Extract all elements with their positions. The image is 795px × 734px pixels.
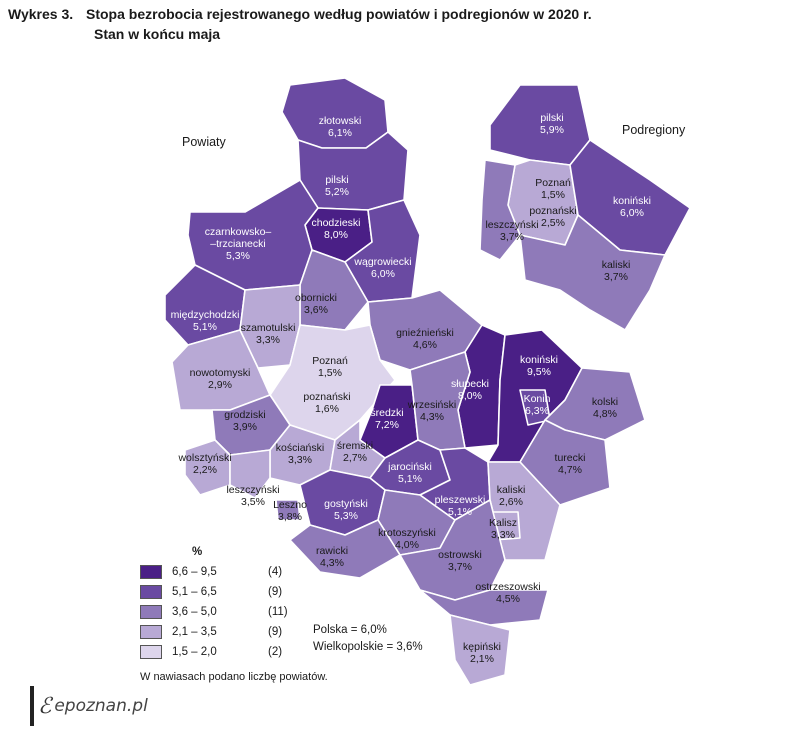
region-nowotomyski (171, 329, 271, 411)
podregiony-heading: Podregiony (622, 123, 686, 137)
subregion-kaliski (519, 214, 666, 331)
powiat-label-19: kościański 3,3% (276, 442, 324, 466)
legend-swatch-0 (140, 565, 162, 579)
legend-item-0: 6,6 – 9,5 (4) (140, 564, 282, 580)
logo-text: epoznan.pl (54, 696, 148, 716)
powiat-label-3: czarnkowsko– –trzcianecki 5,3% (205, 226, 272, 262)
powiat-label-26: gostyński 5,3% (324, 498, 368, 522)
legend-swatch-2 (140, 605, 162, 619)
powiat-label-8: gnieźnieński 4,6% (396, 327, 454, 351)
legend-unit: % (192, 546, 203, 558)
podregion-label-2: poznański 2,5% (529, 205, 576, 229)
footnote: W nawiasach podano liczbę powiatów. (140, 671, 328, 683)
powiat-label-22: jarociński 5,1% (387, 461, 432, 485)
powiat-label-34: kępiński 2,1% (463, 641, 501, 665)
powiat-label-23: turecki 4,7% (555, 452, 586, 476)
podregion-label-1: Poznań 1,5% (535, 177, 571, 201)
legend-count-4: (2) (268, 646, 283, 658)
legend-count-3: (9) (268, 626, 283, 638)
region-ostrzeszowski (419, 589, 549, 626)
legend-range-4: 1,5 – 2,0 (172, 646, 217, 658)
podregion-label-4: leszczyński 3,7% (485, 219, 538, 243)
logo-bar (30, 686, 34, 726)
powiat-label-15: średzki 7,2% (370, 407, 403, 431)
powiat-label-17: kolski 4,8% (592, 396, 618, 420)
powiaty-map (164, 77, 646, 686)
title-line-2: Stan w końcu maja (94, 26, 221, 42)
powiat-label-14: Konin 6,3% (524, 393, 551, 417)
legend-item-3: 2,1 – 3,5 (9) (140, 624, 282, 640)
stat-polska: Polska = 6,0% (313, 624, 387, 636)
powiat-label-24: leszczyński 3,5% (226, 484, 279, 508)
region-rawicki (289, 519, 401, 579)
logo-mark-icon: ℰ (38, 693, 52, 719)
powiat-label-10: poznański 1,6% (303, 391, 350, 415)
podregiony-map (479, 84, 691, 331)
podregiony-labels: pilski 5,9% Poznań 1,5% poznański 2,5% konińsk… (485, 112, 651, 283)
legend-item-1: 5,1 – 6,5 (9) (140, 584, 282, 600)
powiat-label-7: szamotulski 3,3% (241, 322, 296, 346)
podregion-label-5: kaliski 3,7% (602, 259, 631, 283)
powiat-label-28: kaliski 2,6% (497, 484, 526, 508)
figure-number: Wykres 3. (8, 6, 74, 22)
stats-box: Polska = 6,0% Wielkopolskie = 3,6% (313, 622, 423, 656)
powiat-label-27: pleszewski 5,1% (435, 494, 486, 518)
region-kepinski (449, 614, 511, 686)
powiat-label-32: ostrowski 3,7% (438, 549, 482, 573)
chart-title: Wykres 3. Stopa bezrobocia rejestrowanego… (8, 6, 592, 42)
powiat-label-5: obornicki 3,6% (295, 292, 337, 316)
legend-range-1: 5,1 – 6,5 (172, 586, 217, 598)
title-line-1: Stopa bezrobocia rejestrowanego według p… (86, 6, 592, 22)
powiat-label-30: krotoszyński 4,0% (378, 527, 436, 551)
powiaty-heading: Powiaty (182, 135, 227, 149)
powiat-label-18: grodziski 3,9% (224, 409, 265, 433)
legend-range-2: 3,6 – 5,0 (172, 606, 217, 618)
legend-count-1: (9) (268, 586, 283, 598)
legend-range-0: 6,6 – 9,5 (172, 566, 217, 578)
region-leszno-city (275, 499, 301, 521)
legend-count-2: (11) (268, 606, 288, 618)
powiat-label-25: Leszno 3,8% (273, 499, 307, 523)
powiat-label-33: ostrzeszowski 4,5% (475, 581, 540, 605)
legend-item-4: 1,5 – 2,0 (2) (140, 644, 282, 660)
powiaty-labels: złotowski 6,1% pilski 5,2% chodzieski 8,0% cza… (171, 115, 619, 665)
legend-range-3: 2,1 – 3,5 (172, 626, 217, 638)
powiat-label-20: śremski 2,7% (337, 440, 373, 464)
legend-swatch-3 (140, 625, 162, 639)
powiat-label-2: chodzieski 8,0% (311, 217, 360, 241)
powiat-label-11: nowotomyski 2,9% (190, 367, 251, 391)
powiat-label-1: pilski 5,2% (325, 174, 349, 198)
powiat-label-21: wolsztyński 2,2% (177, 452, 231, 476)
powiat-label-4: wągrowiecki 6,0% (353, 256, 411, 280)
podregion-label-3: koniński 6,0% (613, 195, 651, 219)
powiat-label-12: słupecki 8,0% (451, 378, 489, 402)
powiat-label-16: wrzesiński 4,3% (407, 399, 456, 423)
powiat-label-13: koniński 9,5% (520, 354, 558, 378)
podregion-label-0: pilski 5,9% (540, 112, 564, 136)
legend-item-2: 3,6 – 5,0 (11) (140, 604, 288, 620)
powiat-label-6: międzychodzki 5,1% (171, 309, 240, 333)
subregion-leszczynski (479, 159, 521, 261)
stat-wielkopolskie: Wielkopolskie = 3,6% (313, 641, 423, 653)
powiat-label-0: złotowski 6,1% (319, 115, 362, 139)
powiat-label-29: Kalisz 3,3% (489, 517, 517, 541)
legend-count-0: (4) (268, 566, 283, 578)
epoznan-logo: ℰ epoznan.pl (30, 686, 148, 726)
powiat-label-9: Poznań 1,5% (312, 355, 348, 379)
powiat-label-31: rawicki 4,3% (316, 545, 348, 569)
legend-swatch-4 (140, 645, 162, 659)
region-leszczynski (229, 449, 271, 499)
legend-swatch-1 (140, 585, 162, 599)
